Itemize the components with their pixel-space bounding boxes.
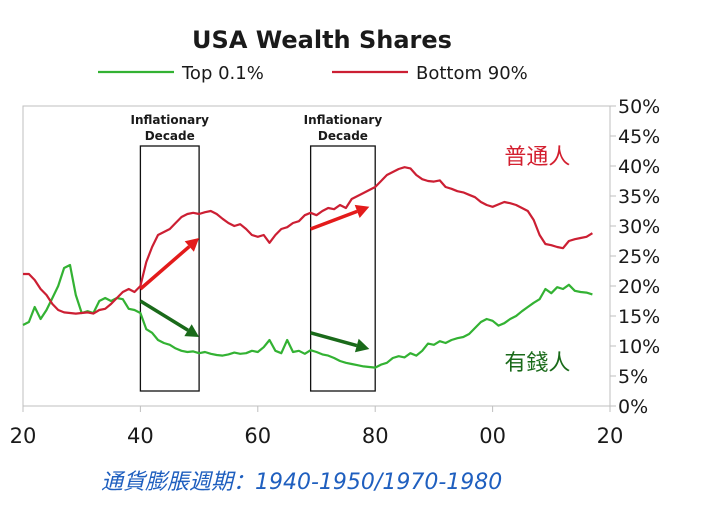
inflation-decade-box xyxy=(139,145,200,392)
annotation-arrow xyxy=(310,331,358,348)
y-tick-label: 25% xyxy=(618,246,660,268)
y-axis-ticks: 0% 5% 10% 15% 20% 25% 30% 35% 40% 45% 50% xyxy=(610,96,660,418)
y-tick-label: 30% xyxy=(618,216,660,238)
inflation-boxes: Inflationary Decade Inflationary Decade xyxy=(131,113,383,392)
x-tick-label: 20 xyxy=(597,424,624,448)
inflation-box-label: Decade xyxy=(318,129,368,143)
inflation-box-label: Inflationary xyxy=(131,113,210,127)
y-tick-label: 15% xyxy=(618,306,660,328)
annotation-arrowhead xyxy=(184,238,200,252)
annotation-arrow xyxy=(310,209,358,231)
annotation-arrow xyxy=(139,299,189,332)
x-tick-label: 00 xyxy=(479,424,506,448)
chart-caption: 通貨膨脹週期：1940-1950/1970-1980 xyxy=(101,470,502,495)
inflation-box-label: Decade xyxy=(145,129,195,143)
x-tick-label: 40 xyxy=(127,424,154,448)
annotation-arrows xyxy=(139,204,370,353)
annotation-arrowhead xyxy=(354,338,370,353)
y-tick-label: 35% xyxy=(618,186,660,208)
y-tick-label: 20% xyxy=(618,276,660,298)
series-lines xyxy=(22,166,593,369)
y-tick-label: 45% xyxy=(618,126,660,148)
y-tick-label: 40% xyxy=(618,156,660,178)
legend: Top 0.1% Bottom 90% xyxy=(98,63,528,84)
y-tick-label: 50% xyxy=(618,96,660,118)
legend-label-bottom: Bottom 90% xyxy=(416,63,528,84)
inflation-box-label: Inflationary xyxy=(304,113,383,127)
x-axis-ticks: 20 40 60 80 00 20 xyxy=(10,406,624,448)
annotation-label: 有錢人 xyxy=(504,351,570,376)
annotation-arrowhead xyxy=(184,324,200,337)
y-tick-label: 10% xyxy=(618,336,660,358)
inflation-decade-box xyxy=(309,145,376,392)
annotation-arrow xyxy=(139,245,191,291)
series-line xyxy=(23,166,593,315)
x-tick-label: 60 xyxy=(244,424,271,448)
annotation-arrowhead xyxy=(354,204,370,218)
x-tick-label: 80 xyxy=(362,424,389,448)
legend-label-top: Top 0.1% xyxy=(181,63,264,84)
y-tick-label: 5% xyxy=(618,366,648,388)
y-tick-label: 0% xyxy=(618,396,648,418)
x-tick-label: 20 xyxy=(10,424,37,448)
chart-title: USA Wealth Shares xyxy=(192,26,452,54)
annotation-label: 普通人 xyxy=(504,145,570,170)
